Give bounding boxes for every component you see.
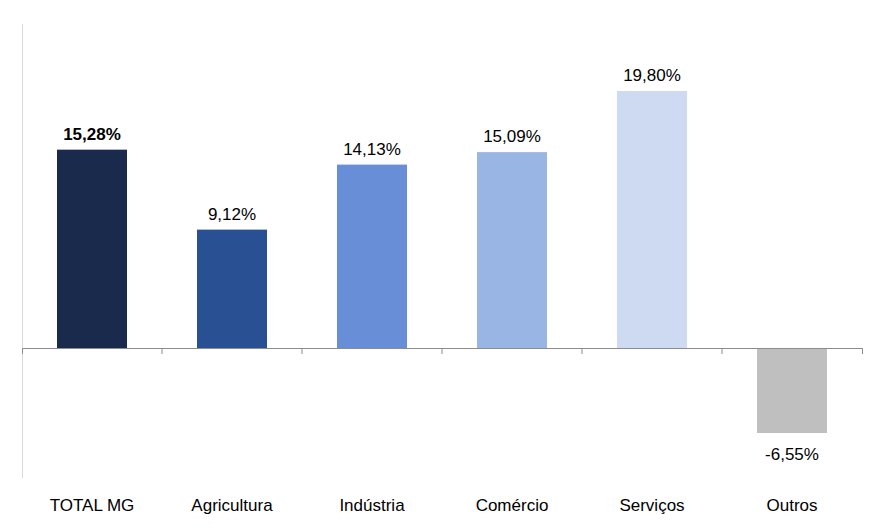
category-separator (722, 348, 723, 354)
category-separator (162, 348, 163, 354)
category-label: Outros (766, 496, 817, 515)
data-label: 15,28% (63, 125, 121, 144)
bar (337, 165, 407, 348)
data-label: 9,12% (208, 205, 256, 224)
category-label: Agricultura (191, 496, 273, 515)
category-label: Indústria (339, 496, 405, 515)
category-label: Serviços (619, 496, 684, 515)
x-axis-line (23, 349, 863, 355)
bar (757, 348, 827, 433)
chart: 15,28% 9,12% 14,13% 15,09% 19,80% -6,55% TOTAL… (0, 0, 885, 531)
category-label: TOTAL MG (50, 496, 135, 515)
data-label: 19,80% (623, 66, 681, 85)
category-separator (582, 348, 583, 354)
data-label: 15,09% (483, 127, 541, 146)
bar (197, 230, 267, 348)
category-label: Comércio (476, 496, 549, 515)
y-axis (22, 24, 23, 478)
category-separator (302, 348, 303, 354)
x-axis (23, 348, 863, 354)
bar (617, 91, 687, 348)
bar (57, 150, 127, 348)
bars (57, 91, 827, 433)
bar (477, 152, 547, 348)
data-labels: 15,28% 9,12% 14,13% 15,09% 19,80% -6,55% (63, 66, 819, 464)
data-label: 14,13% (343, 140, 401, 159)
y-axis-line (22, 24, 23, 478)
category-labels: TOTAL MG Agricultura Indústria Comércio Serv… (50, 496, 818, 515)
category-separator (442, 348, 443, 354)
data-label: -6,55% (765, 445, 819, 464)
